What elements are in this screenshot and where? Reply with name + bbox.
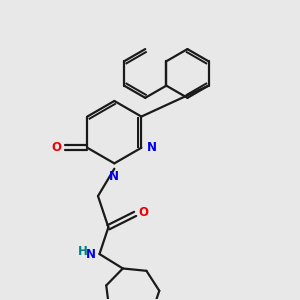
Text: O: O — [139, 206, 149, 219]
Text: O: O — [51, 141, 62, 154]
Text: N: N — [147, 141, 157, 154]
Text: N: N — [109, 170, 119, 183]
Text: H: H — [78, 245, 88, 258]
Text: N: N — [86, 248, 96, 261]
